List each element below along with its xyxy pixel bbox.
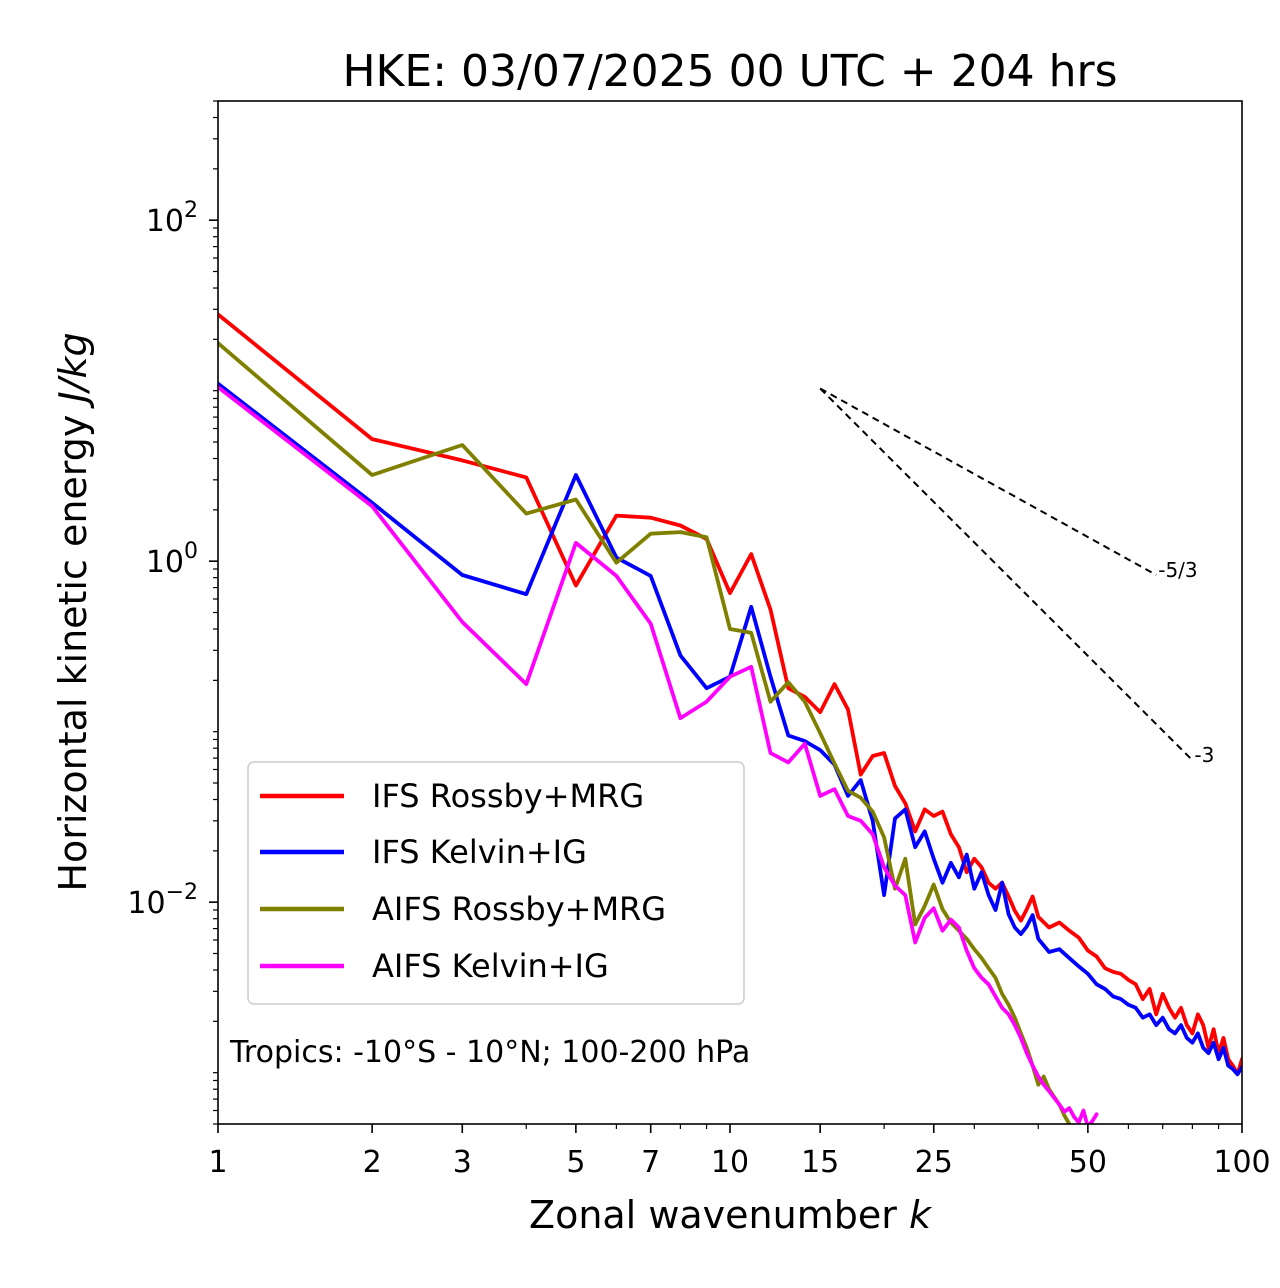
legend-label-1: IFS Kelvin+IG	[372, 833, 587, 871]
x-tick-label: 2	[363, 1145, 382, 1180]
series-line-0	[218, 312, 1242, 1077]
x-axis-label-text: Zonal wavenumber	[529, 1193, 909, 1237]
y-axis-label-unit: J/kg	[51, 332, 95, 409]
legend-label-2: AIFS Rossby+MRG	[372, 890, 666, 928]
x-tick-label: 25	[915, 1145, 953, 1180]
x-tick-label: 100	[1213, 1145, 1270, 1180]
legend-label-0: IFS Rossby+MRG	[372, 777, 644, 815]
y-axis-label-text: Horizontal kinetic energy	[51, 403, 95, 892]
slope-label-1: -3	[1194, 743, 1214, 767]
x-tick-label: 3	[453, 1145, 472, 1180]
y-tick-label: 100	[146, 539, 198, 580]
slope-line-0	[819, 387, 1157, 576]
x-tick-label: 7	[641, 1145, 660, 1180]
region-annotation: Tropics: -10°S - 10°N; 100-200 hPa	[229, 1035, 750, 1070]
y-axis-label: Horizontal kinetic energy J/kg	[51, 332, 95, 891]
x-tick-label: 10	[711, 1145, 749, 1180]
y-tick-label: 10−2	[127, 880, 198, 921]
x-axis-label-var: k	[909, 1193, 933, 1237]
data-series	[218, 312, 1242, 1124]
x-tick-label: 1	[208, 1145, 227, 1180]
legend: IFS Rossby+MRG IFS Kelvin+IG AIFS Rossby…	[247, 761, 745, 1005]
axis-ticks: 1 2 3 5 7 10 15 25 50 100 10−2 100 102	[127, 100, 1271, 1180]
x-tick-label: 50	[1069, 1145, 1107, 1180]
slope-line-1	[819, 387, 1194, 761]
x-tick-label: 15	[801, 1145, 839, 1180]
plot-frame	[217, 100, 1243, 1125]
slope-label-0: -5/3	[1158, 558, 1197, 582]
y-tick-label: 102	[146, 198, 198, 239]
reference-slopes: -5/3 -3	[819, 387, 1214, 767]
x-tick-label: 5	[566, 1145, 585, 1180]
x-axis-label: Zonal wavenumber k	[529, 1193, 933, 1237]
legend-box	[247, 761, 745, 1005]
chart-title: HKE: 03/07/2025 00 UTC + 204 hrs	[342, 46, 1117, 97]
series-line-2	[218, 341, 1072, 1124]
series-line-3	[218, 385, 1099, 1124]
series-line-1	[218, 381, 1242, 1077]
legend-label-3: AIFS Kelvin+IG	[372, 947, 609, 985]
